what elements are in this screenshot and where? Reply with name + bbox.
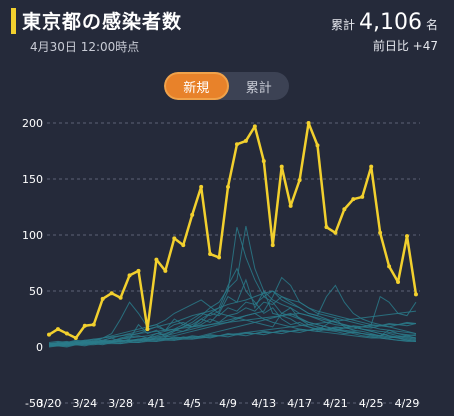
tokyo-data-point — [378, 230, 383, 235]
tokyo-data-point — [127, 273, 132, 278]
x-tick-label: 4/25 — [359, 397, 384, 410]
y-tick-label: 50 — [29, 285, 43, 298]
tokyo-data-point — [109, 291, 114, 296]
tokyo-data-point — [342, 207, 347, 212]
y-tick-label: 100 — [22, 229, 43, 242]
tokyo-data-point — [172, 236, 177, 241]
background-lines — [48, 225, 417, 348]
tokyo-data-point — [91, 322, 96, 327]
tokyo-data-point — [64, 331, 69, 336]
background-series-line — [48, 322, 417, 348]
tokyo-data-point — [396, 280, 401, 285]
tokyo-data-point — [315, 143, 320, 148]
background-series-line — [49, 322, 416, 345]
tokyo-data-point — [270, 243, 275, 248]
tokyo-data-point — [360, 194, 365, 199]
update-time: 4月30日 12:00時点 — [30, 40, 140, 54]
total-label: 累計 — [330, 18, 355, 32]
toggle-new-button[interactable]: 新規 — [164, 72, 229, 100]
tokyo-data-point — [405, 234, 409, 239]
y-axis-ticks: -50 0 50 100 150 200 — [22, 117, 43, 410]
y-tick-label: 150 — [22, 173, 43, 186]
tokyo-data-point — [324, 225, 329, 230]
tokyo-data-point — [190, 212, 195, 217]
tokyo-data-point — [208, 252, 213, 257]
tokyo-data-point — [252, 124, 257, 129]
mode-toggle: 新規 累計 — [164, 72, 289, 100]
tokyo-data-point — [369, 164, 374, 169]
x-axis-ticks: 3/20 3/24 3/28 4/1 4/5 4/9 4/13 4/17 4/21 4/25 4/2… — [37, 397, 420, 410]
background-series-line — [48, 299, 417, 346]
tokyo-data-point — [82, 323, 87, 328]
x-tick-label: 3/20 — [37, 397, 62, 410]
x-tick-label: 4/13 — [251, 397, 276, 410]
tokyo-data-point — [55, 327, 60, 332]
tokyo-data-point — [306, 121, 311, 125]
tokyo-series-line — [48, 121, 418, 340]
tokyo-data-point — [100, 296, 105, 301]
tokyo-data-point — [217, 255, 222, 260]
tokyo-data-point — [136, 268, 141, 273]
tokyo-data-point — [118, 295, 123, 300]
background-series-line — [48, 284, 417, 344]
tokyo-data-point — [47, 332, 51, 337]
y-tick-label: 0 — [36, 341, 43, 354]
tokyo-data-point — [163, 268, 168, 273]
toggle-total-button[interactable]: 累計 — [245, 80, 272, 96]
tokyo-data-point — [288, 203, 293, 208]
tokyo-data-point — [199, 184, 204, 189]
tokyo-data-point — [333, 230, 338, 235]
x-tick-label: 4/29 — [395, 397, 420, 410]
y-tick-label: -50 — [25, 397, 43, 410]
daily-diff: 前日比 +47 — [372, 39, 438, 53]
x-tick-label: 4/5 — [183, 397, 201, 410]
total-value: 4,106 — [359, 10, 422, 35]
tokyo-data-point — [145, 327, 150, 332]
x-tick-label: 3/24 — [72, 397, 97, 410]
x-tick-label: 4/1 — [148, 397, 166, 410]
tokyo-data-point — [297, 178, 302, 183]
tokyo-series — [47, 121, 418, 341]
x-tick-label: 3/28 — [108, 397, 133, 410]
tokyo-data-point — [413, 292, 418, 297]
total-summary: 累計 4,106 名 前日比 +47 — [331, 10, 438, 54]
x-tick-label: 4/17 — [287, 397, 312, 410]
tokyo-data-point — [234, 142, 239, 147]
tokyo-data-point — [351, 197, 356, 202]
tokyo-data-point — [226, 184, 230, 189]
tokyo-data-point — [279, 164, 284, 169]
tokyo-data-point — [181, 243, 186, 248]
tokyo-data-point — [73, 336, 78, 341]
page-title: 東京都の感染者数 — [22, 11, 183, 33]
background-series-line — [48, 321, 417, 347]
title-accent-bar — [11, 8, 16, 34]
tokyo-data-point — [261, 159, 266, 164]
background-series-line — [48, 267, 417, 345]
x-tick-label: 4/9 — [219, 397, 237, 410]
tokyo-data-point — [154, 257, 159, 262]
y-tick-label: 200 — [22, 117, 43, 130]
total-unit: 名 — [425, 18, 438, 32]
x-tick-label: 4/21 — [323, 397, 348, 410]
tokyo-data-point — [387, 264, 392, 269]
tokyo-data-point — [243, 138, 248, 143]
chart-grid — [47, 122, 420, 404]
